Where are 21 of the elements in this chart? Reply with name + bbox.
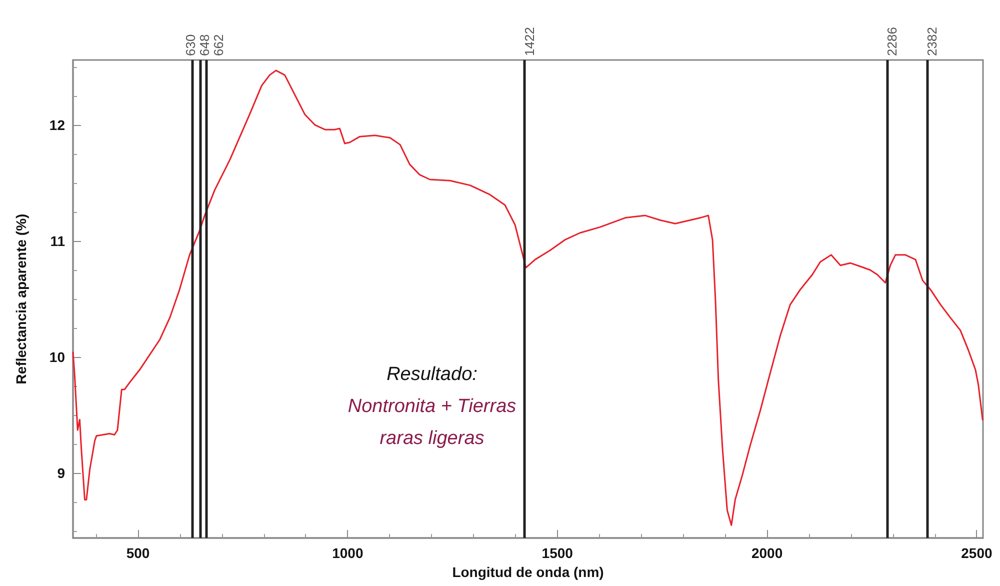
annotation: Resultado:	[386, 364, 478, 385]
ref-line-label: 2286	[884, 27, 900, 56]
line-series	[72, 70, 984, 526]
y-tick-label: 12	[49, 116, 66, 133]
x-tick-label: 2500	[961, 545, 992, 561]
y-tick-label: 11	[50, 232, 66, 249]
annotation: raras ligeras	[380, 428, 485, 449]
x-tick-label: 500	[126, 545, 150, 561]
x-tick-label: 1000	[332, 545, 364, 561]
ref-line-label: 2382	[924, 27, 940, 56]
ref-line-label: 662	[211, 34, 226, 56]
ref-line-label: 1422	[522, 27, 538, 56]
x-tick-label: 2000	[751, 545, 783, 561]
y-tick-label: 9	[57, 465, 66, 482]
annotation: Nontronita + Tierras	[348, 396, 517, 417]
ref-line-label: 630	[183, 34, 198, 56]
x-axis-title: Longitud de onda (nm)	[452, 564, 604, 580]
ref-line-label: 648	[197, 34, 212, 56]
x-tick-label: 1500	[542, 545, 574, 561]
y-axis-title: Reflectancia aparente (%)	[13, 214, 29, 384]
y-tick-label: 10	[49, 349, 66, 366]
